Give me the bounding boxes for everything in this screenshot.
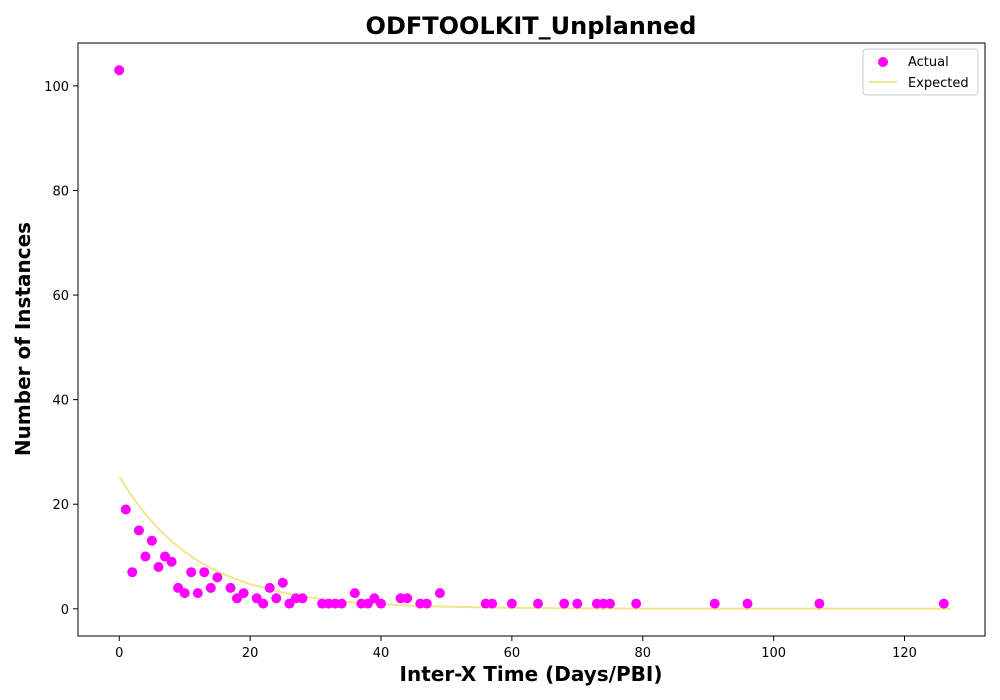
actual-point [487,598,498,609]
actual-point [631,598,642,609]
actual-point [153,562,164,572]
actual-point [192,588,203,599]
actual-point [814,598,825,609]
actual-point [271,593,282,604]
actual-point [205,582,216,593]
actual-point [402,593,413,604]
actual-point [212,572,223,583]
x-tick-label: 100 [761,646,786,661]
actual-point [572,598,583,609]
legend-label-actual: Actual [908,55,949,70]
actual-point [199,567,210,578]
legend-label-expected: Expected [908,76,969,91]
actual-point [264,582,275,593]
actual-point [605,598,615,609]
actual-point [258,598,269,609]
y-tick-label: 80 [52,184,69,199]
x-axis-ticks: 0 20 40 60 80 100 120 [115,636,917,661]
actual-point [277,577,288,588]
actual-point [742,598,753,609]
y-tick-label: 100 [44,80,69,95]
y-axis-ticks: 0 20 40 60 80 100 [44,80,78,618]
actual-point [179,588,190,599]
y-tick-label: 40 [52,394,69,409]
y-axis-title: Number of Instances [11,222,35,456]
actual-point [120,504,131,515]
y-tick-label: 20 [52,498,69,513]
x-tick-label: 120 [892,646,917,661]
x-axis-title: Inter-X Time (Days/PBI) [400,662,663,686]
actual-point [146,535,157,546]
chart-title: ODFTOOLKIT_Unplanned [366,12,697,40]
plot-area [77,42,986,637]
actual-point [376,598,386,609]
actual-point [938,598,949,609]
y-tick-label: 0 [61,603,69,618]
actual-point [127,567,138,578]
actual-point [238,588,249,599]
x-tick-label: 0 [115,646,123,661]
actual-point [225,582,236,593]
actual-point [336,598,347,609]
x-tick-label: 60 [504,646,521,661]
x-tick-label: 80 [634,646,651,661]
legend: Actual Expected [862,48,979,96]
legend-marker-actual [878,57,888,67]
y-tick-label: 60 [52,289,69,304]
actual-point [186,567,197,578]
actual-point [533,598,543,609]
actual-point [349,588,360,599]
actual-point [114,65,125,76]
actual-point [421,598,432,609]
actual-point [297,593,308,604]
expected-curve [118,475,951,610]
axes-frame [77,42,986,637]
actual-point [559,598,570,609]
legend-box [862,48,979,96]
actual-point [709,598,720,609]
actual-point [506,598,517,609]
actual-point [166,556,177,567]
x-tick-label: 20 [242,646,259,661]
x-tick-label: 40 [373,646,390,661]
actual-point [140,551,151,562]
actual-point [133,525,144,536]
actual-point [434,588,445,599]
